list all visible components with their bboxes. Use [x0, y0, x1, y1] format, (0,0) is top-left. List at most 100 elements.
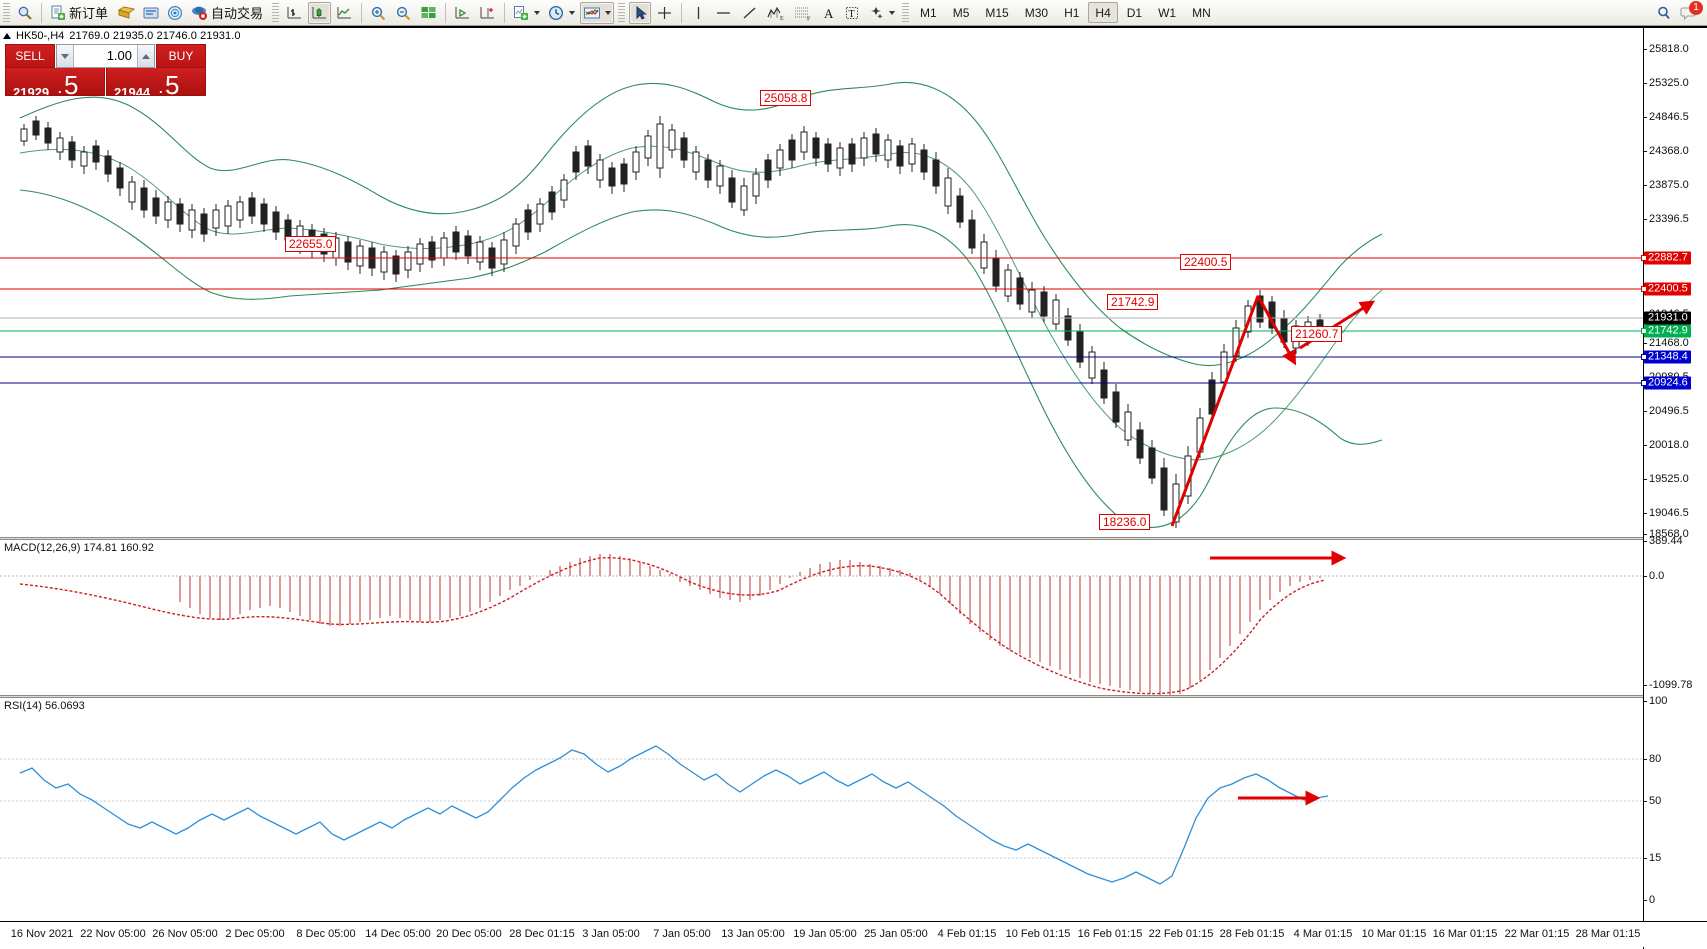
annotation-21260[interactable]: 21260.7: [1291, 326, 1343, 342]
price-tick-20496: 20496.5: [1644, 405, 1689, 417]
volume-stepper[interactable]: 1.00: [56, 44, 155, 68]
price-tag-21742[interactable]: 21742.9: [1644, 324, 1691, 338]
timeframe-h1[interactable]: H1: [1064, 5, 1080, 20]
vertical-line-icon[interactable]: [687, 2, 709, 24]
terminal-icon[interactable]: [140, 2, 162, 24]
rsi-indicator-label[interactable]: RSI(14) 56.0693: [4, 700, 85, 712]
time-tick-14: 10 Feb 01:15: [1005, 928, 1071, 940]
chevron-down-icon-3[interactable]: [605, 10, 612, 15]
candlestick-icon[interactable]: [308, 1, 332, 24]
buy-price-button[interactable]: 21944 . 5: [106, 68, 206, 96]
buy-price-dot: .: [159, 81, 163, 96]
chevron-down-icon-4[interactable]: [889, 10, 896, 15]
price-tick-label: 19046.5: [1649, 507, 1689, 519]
rsi-tick-label: 15: [1649, 852, 1662, 864]
volume-dropdown-icon[interactable]: [57, 45, 74, 67]
search-icon[interactable]: [1653, 2, 1675, 24]
timeframe-m5[interactable]: M5: [952, 5, 970, 20]
price-tag-22882[interactable]: 22882.7: [1644, 251, 1691, 265]
time-axis[interactable]: 16 Nov 2021 22 Nov 05:00 26 Nov 05:00 2 …: [0, 921, 1707, 947]
history-folder-icon[interactable]: [115, 2, 138, 24]
zoom-in-icon[interactable]: [367, 2, 390, 24]
text-icon[interactable]: A: [817, 2, 839, 24]
templates-icon[interactable]: [580, 1, 615, 24]
period-clock-icon[interactable]: [545, 2, 578, 24]
price-tag-21348[interactable]: 21348.4: [1644, 350, 1691, 364]
macd-separator[interactable]: [0, 537, 1643, 540]
sell-price-dot: .: [58, 81, 62, 96]
rsi-separator[interactable]: [0, 695, 1643, 698]
annotation-25058[interactable]: 25058.8: [760, 90, 812, 106]
chevron-down-icon[interactable]: [534, 10, 541, 15]
annotation-22400[interactable]: 22400.5: [1180, 254, 1232, 270]
cursor-icon[interactable]: [629, 1, 652, 24]
data-window-icon[interactable]: [417, 2, 440, 24]
price-tag-last-21931[interactable]: 21931.0: [1644, 311, 1691, 325]
annotation-22655[interactable]: 22655.0: [285, 236, 337, 252]
price-tick-23875: 23875.0: [1644, 179, 1689, 191]
bollinger-lower-band: [19, 189, 1383, 529]
chevron-down-icon-2[interactable]: [569, 10, 576, 15]
toolbar-grip[interactable]: [3, 2, 10, 23]
timeframe-w1[interactable]: W1: [1158, 5, 1177, 20]
timeframe-mn[interactable]: MN: [1192, 5, 1211, 20]
timeframe-d1[interactable]: D1: [1126, 5, 1143, 20]
price-tag-handle-20924[interactable]: [1641, 380, 1647, 386]
toolbar-separator-4: [504, 2, 506, 23]
signals-icon[interactable]: [164, 2, 186, 24]
notifications-icon[interactable]: 1: [1677, 0, 1703, 24]
new-order-button[interactable]: 新订单: [47, 2, 113, 24]
trendline-icon[interactable]: [738, 2, 761, 24]
chart-shift-icon[interactable]: [476, 2, 499, 24]
time-tick-21: 22 Mar 01:15: [1504, 928, 1570, 940]
one-click-trading-panel[interactable]: SELL 1.00 BUY 21929 . 5 21944 . 5: [5, 44, 206, 96]
sell-button[interactable]: SELL: [5, 44, 55, 68]
zoom-out-icon[interactable]: [392, 2, 415, 24]
timeframe-h4[interactable]: H4: [1088, 2, 1118, 23]
elliott-wave-icon[interactable]: E: [763, 2, 788, 24]
volume-value[interactable]: 1.00: [106, 48, 132, 63]
objects-icon[interactable]: [865, 2, 898, 24]
timeframe-m15[interactable]: M15: [985, 5, 1009, 20]
macd-indicator-label[interactable]: MACD(12,26,9) 174.81 160.92: [4, 542, 154, 554]
price-tick-label: 24368.0: [1649, 145, 1689, 157]
timeframe-m30[interactable]: M30: [1024, 5, 1049, 20]
indicators-icon[interactable]: [510, 2, 543, 24]
trend-arrow-down-leg[interactable]: [1256, 295, 1297, 366]
toolbar-grip-4[interactable]: [902, 2, 910, 23]
fibonacci-icon[interactable]: F: [790, 2, 815, 24]
chart-plot-area[interactable]: [0, 28, 1707, 949]
rsi-line: [19, 745, 1329, 885]
price-axis[interactable]: 25818.0 25325.0 24846.5 24368.0 23875.0 …: [1641, 28, 1707, 949]
collapse-arrow-icon[interactable]: [3, 33, 11, 39]
horizontal-line-icon[interactable]: [711, 2, 736, 24]
bar-chart-icon[interactable]: [283, 2, 306, 24]
price-tag-20924[interactable]: 20924.6: [1644, 376, 1691, 390]
price-tag-22400[interactable]: 22400.5: [1644, 282, 1691, 296]
annotation-21742[interactable]: 21742.9: [1107, 294, 1159, 310]
price-tag-handle-21348[interactable]: [1641, 354, 1647, 360]
timeframe-m1[interactable]: M1: [920, 5, 937, 20]
line-chart-icon[interactable]: [333, 2, 356, 24]
price-tag-handle-21742[interactable]: [1641, 328, 1647, 334]
rsi-tick-label: 0: [1649, 894, 1656, 906]
volume-increase-icon[interactable]: [137, 45, 154, 67]
time-tick-17: 28 Feb 01:15: [1219, 928, 1285, 940]
time-tick-5: 14 Dec 05:00: [365, 928, 431, 940]
auto-scroll-icon[interactable]: [451, 2, 474, 24]
chart-window[interactable]: HK50-,H4 21769.0 21935.0 21746.0 21931.0…: [0, 26, 1707, 949]
crosshair-icon[interactable]: [653, 2, 676, 24]
price-tag-handle-22400[interactable]: [1641, 286, 1647, 292]
toolbar-grip-3[interactable]: [618, 2, 626, 23]
annotation-18236[interactable]: 18236.0: [1099, 514, 1151, 530]
buy-button[interactable]: BUY: [156, 44, 206, 68]
time-tick-16: 22 Feb 01:15: [1148, 928, 1214, 940]
macd-tick-label: -1099.78: [1649, 679, 1693, 691]
sell-price-button[interactable]: 21929 . 5: [5, 68, 105, 96]
trend-arrow-up-main[interactable]: [1170, 295, 1260, 527]
price-tag-handle-22882[interactable]: [1641, 255, 1647, 261]
toolbar-grip-2[interactable]: [272, 2, 280, 23]
text-label-icon[interactable]: T: [841, 2, 863, 24]
zoom-find-icon[interactable]: [14, 2, 36, 24]
auto-trading-button[interactable]: 自动交易: [188, 2, 268, 24]
